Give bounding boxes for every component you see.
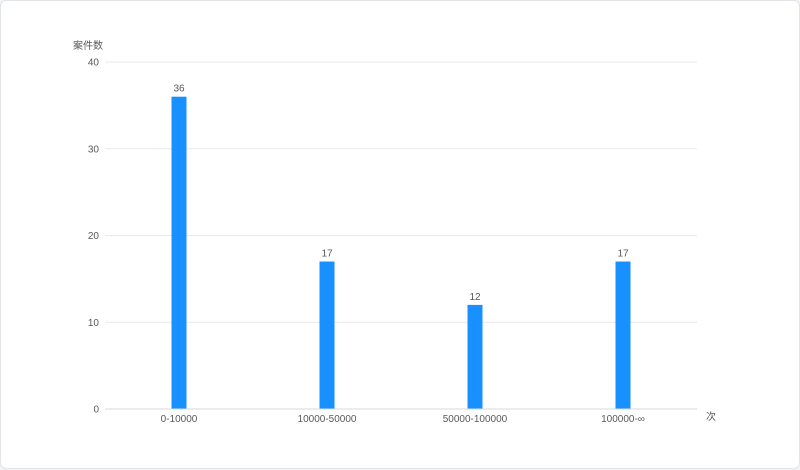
bar-value-label: 17: [617, 249, 629, 260]
x-tick-label: 10000-50000: [298, 414, 357, 425]
data-labels: 36 17 12 17: [173, 84, 629, 303]
y-tick-labels: 0 10 20 30 40: [88, 58, 100, 416]
bar-value-label: 12: [469, 292, 481, 303]
y-axis-title: 案件数: [73, 39, 103, 52]
bar[interactable]: [171, 96, 187, 409]
bars: [171, 96, 631, 409]
bar-value-label: 36: [173, 84, 185, 95]
bar[interactable]: [615, 261, 631, 409]
y-tick-label: 40: [88, 58, 100, 69]
y-tick-label: 30: [88, 144, 100, 155]
x-axis-title: 次: [706, 410, 716, 423]
x-tick-label: 0-10000: [161, 414, 198, 425]
x-tick-label: 50000-100000: [443, 414, 508, 425]
bar[interactable]: [319, 261, 335, 409]
grid-lines: [105, 61, 697, 323]
y-tick-label: 20: [88, 231, 100, 242]
x-tick-label: 100000-∞: [601, 414, 645, 425]
x-tick-labels: 0-10000 10000-50000 50000-100000 100000-∞: [161, 414, 645, 425]
bar[interactable]: [467, 304, 483, 409]
y-tick-label: 0: [93, 405, 99, 416]
bar-value-label: 17: [321, 249, 333, 260]
y-tick-label: 10: [88, 318, 100, 329]
